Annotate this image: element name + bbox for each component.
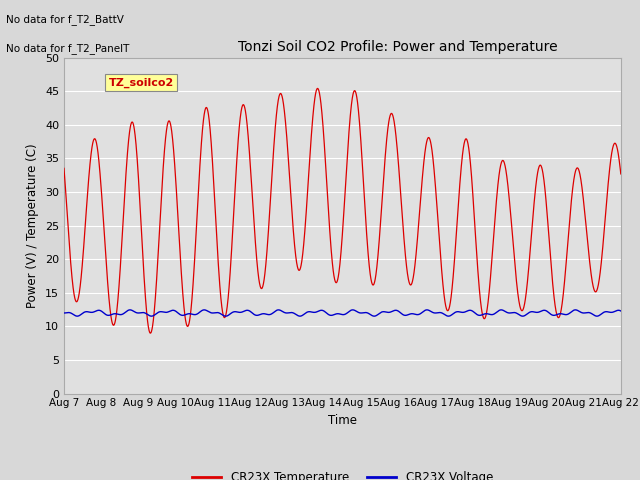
X-axis label: Time: Time [328,414,357,427]
Y-axis label: Power (V) / Temperature (C): Power (V) / Temperature (C) [26,144,40,308]
Title: Tonzi Soil CO2 Profile: Power and Temperature: Tonzi Soil CO2 Profile: Power and Temper… [238,40,558,54]
Legend: CR23X Temperature, CR23X Voltage: CR23X Temperature, CR23X Voltage [187,466,498,480]
Text: TZ_soilco2: TZ_soilco2 [109,78,174,88]
Text: No data for f_T2_PanelT: No data for f_T2_PanelT [6,43,130,54]
Text: No data for f_T2_BattV: No data for f_T2_BattV [6,14,124,25]
